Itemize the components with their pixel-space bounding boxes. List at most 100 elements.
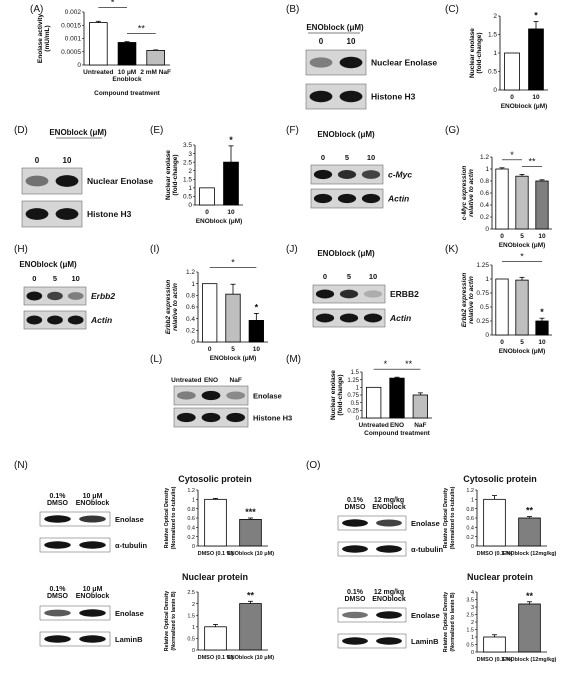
blot-header: ENOblock (μM) bbox=[306, 23, 364, 32]
y-tick-label: 1 bbox=[493, 50, 497, 57]
blot-band bbox=[376, 637, 402, 645]
y-tick-label: 0.0005 bbox=[61, 49, 81, 56]
bar bbox=[199, 187, 215, 206]
blot-band bbox=[176, 391, 196, 400]
blot-band bbox=[342, 611, 368, 619]
lane-label: 0.1% bbox=[50, 586, 67, 593]
x-axis-label: ENOblock (μM) bbox=[210, 355, 257, 362]
blot-band bbox=[47, 291, 63, 301]
bar bbox=[366, 386, 382, 419]
y-tick-label: 0 bbox=[356, 416, 360, 422]
panel-letter: (I) bbox=[150, 244, 159, 255]
blot-row-label: Enolase bbox=[115, 515, 144, 524]
section-title: Nuclear protein bbox=[182, 572, 248, 582]
bar bbox=[204, 626, 227, 651]
blot-band bbox=[55, 175, 79, 187]
y-tick-label: 3.5 bbox=[466, 598, 474, 604]
y-tick-label: 1 bbox=[191, 281, 195, 288]
y-tick-label: 1.5 bbox=[183, 176, 192, 183]
y-tick-label: 4 bbox=[471, 590, 474, 596]
blot-band bbox=[226, 391, 246, 400]
bar bbox=[239, 603, 262, 651]
x-tick-label: ENOblock (12mg/kg) bbox=[503, 657, 557, 663]
blot-band bbox=[25, 208, 49, 220]
y-tick-label: 0.8 bbox=[187, 507, 195, 513]
y-tick-label: 0.5 bbox=[351, 401, 360, 407]
bar bbox=[204, 498, 227, 547]
y-tick-label: 2 bbox=[192, 602, 195, 608]
panel-letter: (C) bbox=[445, 4, 459, 15]
y-tick-label: 0.6 bbox=[480, 190, 489, 197]
y-tick-label: 0.6 bbox=[186, 304, 195, 311]
bar bbox=[518, 603, 541, 653]
panel-letter: (F) bbox=[286, 125, 299, 136]
lane-label: 10 bbox=[347, 37, 356, 46]
lane-label: 12 mg/kg bbox=[374, 497, 404, 504]
x-tick-label: Enoblock bbox=[112, 76, 142, 83]
y-tick-label: 2.5 bbox=[466, 613, 474, 619]
y-tick-label: 0.75 bbox=[347, 393, 359, 399]
y-tick-label: 2 bbox=[471, 620, 474, 626]
bar bbox=[412, 394, 428, 419]
y-tick-label: 2 bbox=[188, 168, 192, 175]
blot-band bbox=[339, 56, 363, 69]
significance-star: * bbox=[255, 302, 259, 312]
significance-label: * bbox=[111, 0, 115, 7]
blot-band bbox=[79, 635, 106, 643]
y-tick-label: 0.6 bbox=[466, 516, 474, 522]
x-tick-label: DMSO (0.1 %) bbox=[198, 551, 234, 557]
y-tick-label: 0 bbox=[188, 202, 192, 209]
blot-band bbox=[315, 289, 335, 299]
blot-header: ENOblock (μM) bbox=[317, 130, 375, 139]
blot-header: ENOblock (μM) bbox=[49, 128, 107, 137]
y-tick-label: 0.75 bbox=[476, 290, 489, 297]
y-tick-label: 0.4 bbox=[480, 202, 489, 209]
blot-band bbox=[339, 313, 359, 323]
bar bbox=[504, 52, 520, 91]
x-tick-label: NaF bbox=[414, 422, 426, 429]
blot-band bbox=[342, 545, 368, 553]
y-axis-label: (fold-change) bbox=[476, 32, 483, 73]
bar bbox=[202, 283, 218, 343]
section-title: Cytosolic protein bbox=[463, 474, 537, 484]
significance-star: *** bbox=[245, 507, 256, 517]
bar bbox=[495, 278, 509, 336]
bar bbox=[223, 161, 239, 206]
blot-band bbox=[44, 541, 71, 549]
lane-label: DMSO bbox=[345, 504, 367, 511]
y-tick-label: 0.5 bbox=[187, 637, 195, 643]
panel-letter: (A) bbox=[30, 4, 43, 15]
y-tick-label: 0.2 bbox=[480, 214, 489, 221]
bar bbox=[248, 320, 264, 343]
y-axis-label: (Normalized to lamin B) bbox=[171, 591, 177, 650]
y-tick-label: 1 bbox=[356, 386, 360, 392]
blot-header: ENOblock (μM) bbox=[19, 260, 77, 269]
lane-label: 10 bbox=[63, 156, 72, 165]
blot-row-label: Histone H3 bbox=[253, 414, 292, 423]
y-tick-label: 0 bbox=[471, 544, 474, 550]
lane-label: DMSO bbox=[47, 500, 69, 507]
y-axis-label: Erbb2 expression bbox=[461, 273, 468, 328]
blot-band bbox=[176, 412, 196, 423]
blot-row-label: Erbb2 bbox=[91, 291, 115, 301]
y-tick-label: 0 bbox=[485, 332, 489, 339]
blot-band bbox=[67, 292, 84, 300]
y-tick-label: 1.25 bbox=[476, 262, 489, 269]
blot-band bbox=[44, 635, 71, 643]
blot-header: ENOblock (μM) bbox=[317, 249, 375, 258]
x-tick-label: Untreated bbox=[358, 422, 388, 429]
x-tick-label: DMSO (0.1 %) bbox=[477, 657, 513, 663]
y-tick-label: 2.5 bbox=[187, 590, 195, 596]
x-tick-label: DMSO (0.1 %) bbox=[198, 655, 234, 661]
blot-row-label: Actin bbox=[387, 194, 409, 204]
blot-band bbox=[361, 170, 381, 179]
blot-band bbox=[339, 90, 363, 103]
x-tick-label: DMSO (0.1 %) bbox=[477, 551, 513, 557]
panel-letter: (J) bbox=[286, 244, 298, 255]
y-tick-label: 0 bbox=[471, 650, 474, 656]
x-tick-label: 0 bbox=[500, 233, 504, 240]
blot-band bbox=[309, 90, 333, 103]
y-tick-label: 0.5 bbox=[480, 304, 489, 311]
y-tick-label: 0.2 bbox=[466, 535, 474, 541]
